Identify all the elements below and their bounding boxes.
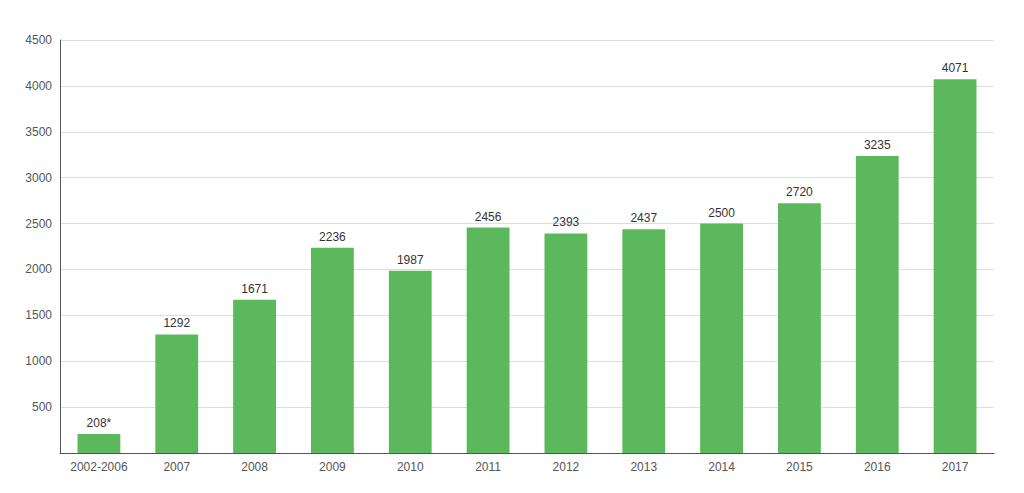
svg-text:1500: 1500 [25, 308, 52, 322]
svg-text:2013: 2013 [630, 460, 657, 474]
svg-text:2437: 2437 [630, 211, 657, 225]
svg-text:4071: 4071 [942, 61, 969, 75]
svg-text:2008: 2008 [241, 460, 268, 474]
svg-text:2500: 2500 [25, 217, 52, 231]
svg-text:2456: 2456 [475, 210, 502, 224]
svg-text:2000: 2000 [25, 262, 52, 276]
svg-text:2016: 2016 [864, 460, 891, 474]
svg-text:2393: 2393 [553, 215, 580, 229]
svg-text:208*: 208* [87, 416, 112, 430]
svg-text:3235: 3235 [864, 138, 891, 152]
svg-text:1000: 1000 [25, 354, 52, 368]
svg-text:2720: 2720 [786, 185, 813, 199]
svg-text:500: 500 [32, 400, 52, 414]
svg-text:4000: 4000 [25, 79, 52, 93]
svg-text:1987: 1987 [397, 253, 424, 267]
svg-text:2500: 2500 [708, 206, 735, 220]
svg-text:2011: 2011 [475, 460, 501, 474]
svg-text:2015: 2015 [786, 460, 813, 474]
svg-text:3500: 3500 [25, 125, 52, 139]
svg-text:3000: 3000 [25, 171, 52, 185]
svg-text:2014: 2014 [708, 460, 735, 474]
svg-text:2012: 2012 [553, 460, 580, 474]
svg-text:1671: 1671 [241, 282, 268, 296]
svg-text:1292: 1292 [163, 316, 190, 330]
svg-text:2007: 2007 [163, 460, 190, 474]
svg-text:2017: 2017 [942, 460, 969, 474]
svg-text:2002-2006: 2002-2006 [70, 460, 128, 474]
svg-text:2010: 2010 [397, 460, 424, 474]
svg-text:2009: 2009 [319, 460, 346, 474]
svg-text:2236: 2236 [319, 230, 346, 244]
svg-text:4500: 4500 [25, 33, 52, 47]
